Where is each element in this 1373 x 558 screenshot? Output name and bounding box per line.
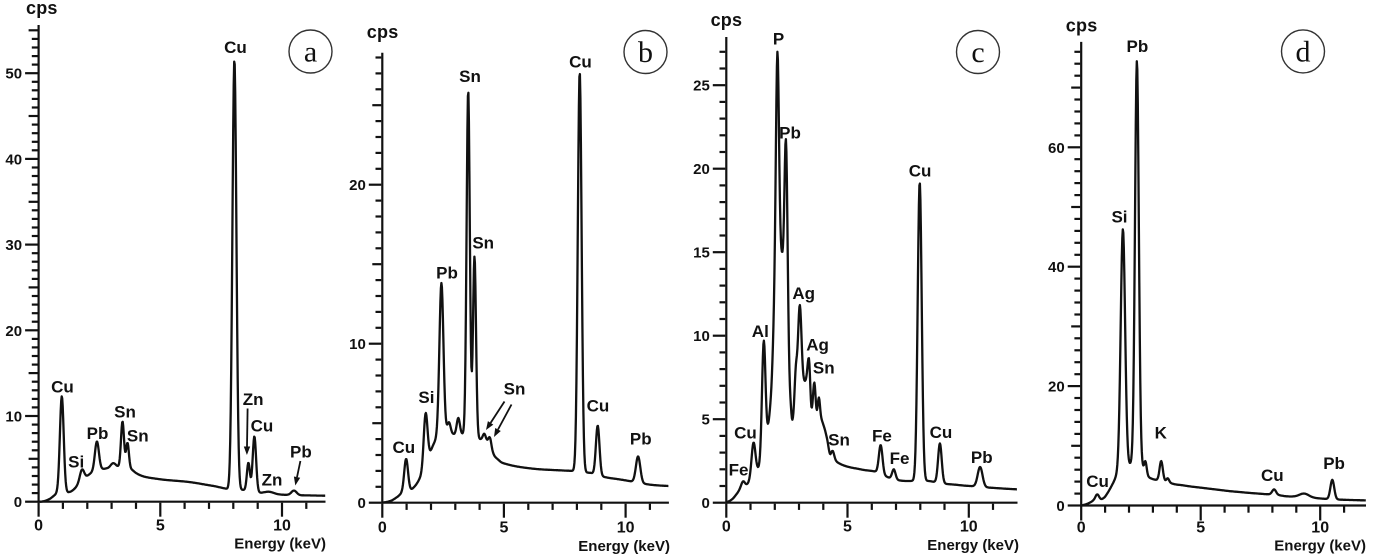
svg-text:Pb: Pb	[1323, 454, 1345, 473]
svg-text:0: 0	[1077, 520, 1086, 537]
svg-text:Cu: Cu	[569, 53, 592, 72]
svg-text:b: b	[638, 36, 653, 69]
svg-text:Si: Si	[1111, 208, 1127, 227]
svg-text:Sn: Sn	[504, 380, 526, 399]
svg-text:20: 20	[693, 161, 710, 178]
svg-text:Cu: Cu	[587, 397, 610, 416]
svg-text:Zn: Zn	[243, 390, 264, 409]
svg-text:20: 20	[349, 177, 366, 194]
svg-text:5: 5	[499, 520, 508, 537]
svg-text:Cu: Cu	[734, 424, 757, 443]
svg-text:Fe: Fe	[890, 449, 910, 468]
svg-text:0: 0	[34, 518, 43, 535]
svg-text:cps: cps	[711, 10, 743, 30]
svg-text:Sn: Sn	[127, 426, 149, 445]
svg-text:d: d	[1296, 35, 1311, 68]
svg-text:Al: Al	[752, 322, 769, 341]
svg-text:Cu: Cu	[224, 38, 247, 57]
svg-text:Pb: Pb	[779, 124, 801, 143]
svg-text:0: 0	[1056, 498, 1064, 515]
svg-text:25: 25	[693, 78, 710, 95]
svg-text:Pb: Pb	[436, 264, 458, 283]
svg-text:Zn: Zn	[262, 470, 283, 489]
svg-text:Pb: Pb	[87, 424, 109, 443]
svg-text:Cu: Cu	[251, 416, 274, 435]
svg-text:K: K	[1155, 424, 1168, 443]
svg-text:10: 10	[960, 519, 978, 536]
svg-text:a: a	[304, 36, 317, 69]
svg-text:15: 15	[693, 245, 710, 262]
svg-text:Ag: Ag	[806, 336, 829, 355]
svg-text:Si: Si	[68, 453, 84, 472]
svg-text:c: c	[971, 36, 984, 69]
svg-text:Cu: Cu	[1261, 466, 1284, 485]
svg-text:0: 0	[378, 520, 387, 537]
svg-text:30: 30	[5, 237, 22, 254]
svg-text:Cu: Cu	[909, 162, 932, 181]
svg-text:Pb: Pb	[1127, 37, 1149, 56]
svg-text:Pb: Pb	[630, 430, 652, 449]
svg-text:0: 0	[357, 495, 365, 512]
svg-text:Sn: Sn	[114, 403, 136, 422]
svg-text:cps: cps	[26, 0, 58, 18]
svg-text:60: 60	[1048, 140, 1065, 157]
svg-text:cps: cps	[367, 22, 399, 42]
svg-text:5: 5	[156, 518, 165, 535]
svg-text:50: 50	[5, 66, 22, 83]
svg-text:Sn: Sn	[813, 359, 835, 378]
svg-text:5: 5	[701, 412, 709, 429]
svg-text:P: P	[773, 29, 784, 48]
svg-text:20: 20	[1048, 379, 1065, 396]
svg-text:0: 0	[701, 495, 709, 512]
svg-text:10: 10	[349, 336, 366, 353]
svg-text:Cu: Cu	[930, 423, 953, 442]
svg-text:Sn: Sn	[472, 233, 494, 252]
svg-text:10: 10	[617, 520, 635, 537]
svg-text:0: 0	[14, 494, 22, 511]
svg-text:Energy (keV): Energy (keV)	[1274, 538, 1366, 555]
svg-text:Cu: Cu	[392, 438, 415, 457]
svg-text:20: 20	[5, 323, 22, 340]
svg-text:Pb: Pb	[290, 443, 312, 462]
svg-text:5: 5	[1196, 520, 1205, 537]
svg-text:10: 10	[273, 518, 291, 535]
svg-text:Sn: Sn	[828, 431, 850, 450]
svg-text:Energy (keV): Energy (keV)	[578, 538, 670, 555]
svg-text:Cu: Cu	[1086, 472, 1109, 491]
svg-text:Energy (keV): Energy (keV)	[927, 537, 1019, 554]
svg-text:Sn: Sn	[459, 67, 481, 86]
svg-text:40: 40	[5, 151, 22, 168]
svg-text:Pb: Pb	[971, 448, 993, 467]
svg-text:5: 5	[843, 519, 852, 536]
svg-text:Cu: Cu	[51, 378, 74, 397]
svg-text:Energy (keV): Energy (keV)	[234, 536, 326, 553]
svg-text:Fe: Fe	[729, 460, 749, 479]
svg-text:0: 0	[722, 519, 731, 536]
svg-text:40: 40	[1048, 259, 1065, 276]
svg-text:cps: cps	[1066, 16, 1098, 36]
svg-text:10: 10	[5, 409, 22, 426]
svg-text:Fe: Fe	[872, 427, 892, 446]
svg-text:Si: Si	[418, 388, 434, 407]
svg-text:10: 10	[693, 328, 710, 345]
svg-text:Ag: Ag	[792, 284, 815, 303]
svg-text:10: 10	[1311, 520, 1329, 537]
